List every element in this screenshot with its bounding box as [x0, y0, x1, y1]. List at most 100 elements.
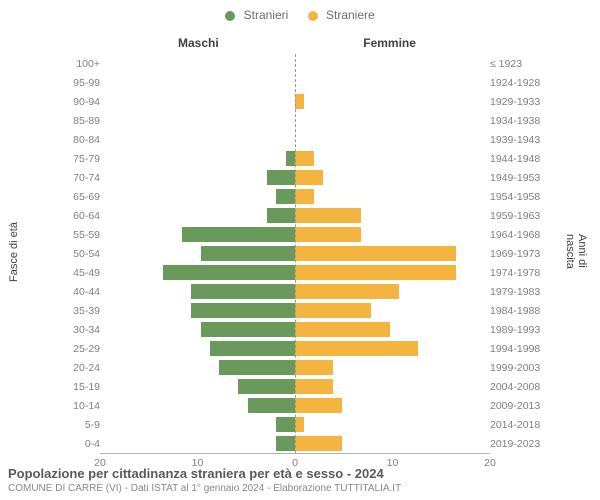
age-tick: 15-19 [54, 381, 106, 393]
age-tick: 55-59 [54, 229, 106, 241]
bar-female [295, 284, 399, 299]
pyramid-row: 25-29 1994-1998 [54, 339, 562, 358]
bar-female [295, 265, 456, 280]
legend-item-female: Straniere [308, 8, 375, 22]
age-tick: 10-14 [54, 400, 106, 412]
birth-tick: 1989-1993 [484, 324, 562, 336]
bar-male [276, 189, 295, 204]
bar-female [295, 417, 304, 432]
y-axis-title-left: Fasce di età [8, 222, 20, 282]
bar-female [295, 151, 314, 166]
birth-tick: 1979-1983 [484, 286, 562, 298]
birth-tick: 2014-2018 [484, 419, 562, 431]
chart-footer: Popolazione per cittadinanza straniera p… [8, 466, 592, 494]
birth-tick: 2009-2013 [484, 400, 562, 412]
legend-swatch-female [308, 11, 318, 21]
legend-label-male: Stranieri [244, 8, 289, 22]
pyramid-row: 15-19 2004-2008 [54, 377, 562, 396]
y-axis-title-right: Anni di nascita [564, 234, 588, 282]
bar-male [182, 227, 295, 242]
bar-male [286, 151, 295, 166]
pyramid: 100+≤ 192395-991924-192890-941929-193385… [54, 54, 562, 453]
pyramid-row: 45-491974-1978 [54, 263, 562, 282]
bar-male [238, 379, 295, 394]
bar-male [210, 341, 295, 356]
pyramid-row: 20-24 1999-2003 [54, 358, 562, 377]
age-tick: 90-94 [54, 96, 106, 108]
bar-female [295, 303, 371, 318]
legend-item-male: Stranieri [225, 8, 288, 22]
age-tick: 40-44 [54, 286, 106, 298]
age-tick: 95-99 [54, 77, 106, 89]
age-tick: 85-89 [54, 115, 106, 127]
birth-tick: 1954-1958 [484, 191, 562, 203]
age-tick: 45-49 [54, 267, 106, 279]
legend: Stranieri Straniere [0, 8, 600, 22]
pyramid-row: 70-74 1949-1953 [54, 168, 562, 187]
pyramid-row: 10-14 2009-2013 [54, 396, 562, 415]
age-tick: 20-24 [54, 362, 106, 374]
center-line [295, 54, 296, 453]
birth-tick: 1959-1963 [484, 210, 562, 222]
bar-male [267, 170, 295, 185]
column-heading-female: Femmine [363, 36, 416, 50]
age-tick: 70-74 [54, 172, 106, 184]
birth-tick: 1964-1968 [484, 229, 562, 241]
bar-male [276, 417, 295, 432]
age-tick: 35-39 [54, 305, 106, 317]
bar-male [163, 265, 295, 280]
column-heading-male: Maschi [178, 36, 219, 50]
legend-swatch-male [225, 11, 235, 21]
bar-female [295, 94, 304, 109]
bar-female [295, 189, 314, 204]
pyramid-row: 50-54 1969-1973 [54, 244, 562, 263]
age-tick: 25-29 [54, 343, 106, 355]
pyramid-row: 80-841939-1943 [54, 130, 562, 149]
bar-male [219, 360, 295, 375]
pyramid-row: 5-9 2014-2018 [54, 415, 562, 434]
birth-tick: 1949-1953 [484, 172, 562, 184]
birth-tick: 1969-1973 [484, 248, 562, 260]
pyramid-row: 65-691954-1958 [54, 187, 562, 206]
birth-tick: 1984-1988 [484, 305, 562, 317]
pyramid-row: 30-34 1989-1993 [54, 320, 562, 339]
bar-male [276, 436, 295, 451]
birth-tick: 1929-1933 [484, 96, 562, 108]
pyramid-row: 95-99 1924-1928 [54, 73, 562, 92]
birth-tick: 2019-2023 [484, 438, 562, 450]
pyramid-row: 35-39 1984-1988 [54, 301, 562, 320]
bar-male [267, 208, 295, 223]
birth-tick: 1924-1928 [484, 77, 562, 89]
bar-male [201, 246, 296, 261]
bar-female [295, 246, 456, 261]
bar-male [191, 303, 295, 318]
bar-female [295, 208, 361, 223]
bar-female [295, 360, 333, 375]
legend-label-female: Straniere [326, 8, 375, 22]
birth-tick: 1994-1998 [484, 343, 562, 355]
bar-female [295, 436, 342, 451]
age-tick: 5-9 [54, 419, 106, 431]
bar-female [295, 322, 390, 337]
pyramid-row: 40-44 1979-1983 [54, 282, 562, 301]
x-axis [100, 453, 490, 454]
pyramid-row: 60-64 1959-1963 [54, 206, 562, 225]
age-tick: 50-54 [54, 248, 106, 260]
birth-tick: 1999-2003 [484, 362, 562, 374]
age-tick: 80-84 [54, 134, 106, 146]
age-tick: 30-34 [54, 324, 106, 336]
age-tick: 60-64 [54, 210, 106, 222]
birth-tick: 1934-1938 [484, 115, 562, 127]
bar-male [248, 398, 295, 413]
age-tick: 100+ [54, 58, 106, 70]
bar-female [295, 227, 361, 242]
pyramid-row: 0-42019-2023 [54, 434, 562, 453]
bar-female [295, 379, 333, 394]
chart-title: Popolazione per cittadinanza straniera p… [8, 466, 592, 481]
birth-tick: 2004-2008 [484, 381, 562, 393]
pyramid-row: 75-791944-1948 [54, 149, 562, 168]
bar-male [191, 284, 295, 299]
age-tick: 75-79 [54, 153, 106, 165]
pyramid-row: 90-94 1929-1933 [54, 92, 562, 111]
bar-female [295, 170, 323, 185]
